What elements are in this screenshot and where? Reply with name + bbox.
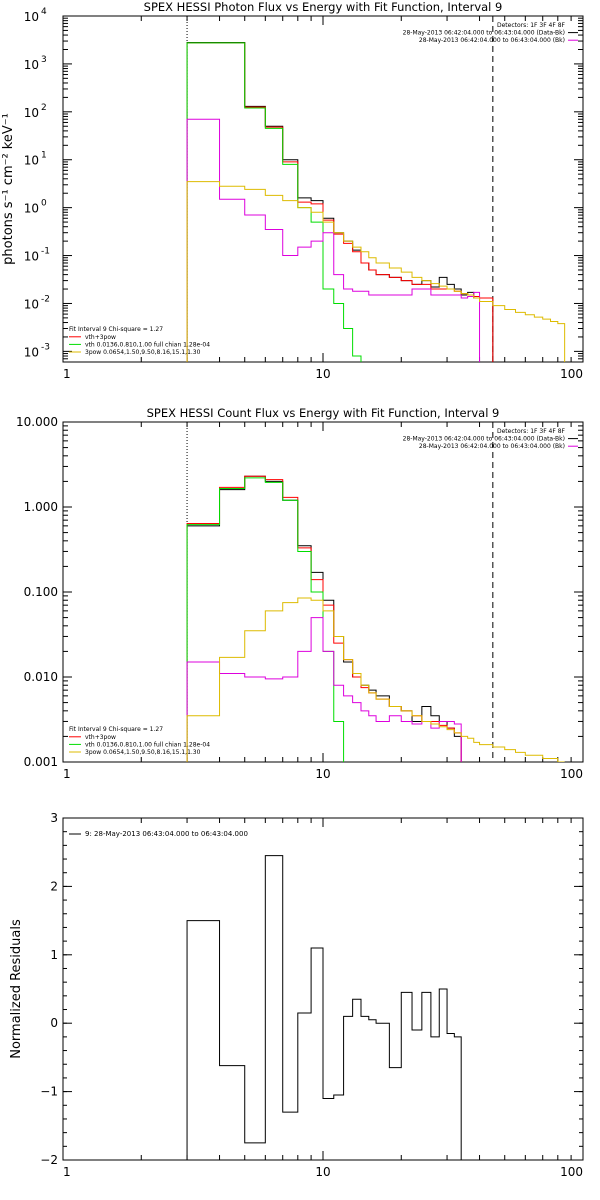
y-tick-label: 10 <box>24 345 39 359</box>
y-tick-label: −1 <box>40 1085 58 1099</box>
chart-resid: 1 10 100 −2 −1 0 1 2 3 Normalized Residuals 9: 28-… <box>9 811 584 1179</box>
x-tick-label: 10 <box>315 767 330 781</box>
legend-label: vth 0.0136,0.810,1.00 full chian 1.28e-0… <box>85 341 210 348</box>
series-total <box>186 475 462 762</box>
x-tick-label: 1 <box>63 367 71 381</box>
series-group <box>186 855 462 1160</box>
series-bk <box>186 617 462 762</box>
y-tick-label: 10 <box>24 106 39 120</box>
legend-label: vth+3pow <box>85 734 116 741</box>
y-tick-label: 0.100 <box>24 585 58 599</box>
x-tick-label: 1 <box>63 1165 71 1179</box>
legend-label: Fit Interval 9 Chi-square = 1.27 <box>69 726 163 733</box>
y-tick-label: 1.000 <box>24 500 58 514</box>
y-tick-exponent: -1 <box>41 247 50 257</box>
legend-label: 3pow 0.0654,1.50,9.50,8.16,15.1,1.30 <box>85 349 201 356</box>
legend-label: vth 0.0136,0.810,1.00 full chian 1.28e-0… <box>85 741 210 748</box>
series-total <box>186 42 494 362</box>
y-tick-exponent: -2 <box>41 294 50 304</box>
series-group <box>186 41 566 362</box>
y-tick-label: 1 <box>50 948 58 962</box>
y-tick-label: 10 <box>24 154 39 168</box>
legend-label: Fit Interval 9 Chi-square = 1.27 <box>69 326 163 333</box>
legend-label: 28-May-2013 06:42:04.000 to 06:43:04.000… <box>403 30 565 37</box>
y-axis-label: photons s⁻¹ cm⁻² keV⁻¹ <box>1 113 16 265</box>
y-tick-label: −2 <box>40 1153 58 1167</box>
series-nonthermal <box>186 597 565 762</box>
y-tick-label: 0 <box>50 1016 58 1030</box>
x-tick-label: 100 <box>560 1165 583 1179</box>
plot-frame <box>62 15 584 363</box>
y-tick-exponent: -3 <box>41 342 50 352</box>
series-residual <box>186 855 462 1160</box>
series-nonthermal <box>186 181 566 362</box>
legend-label: 28-May-2013 06:42:04.000 to 06:43:04.000… <box>419 443 565 450</box>
series-data <box>186 41 494 362</box>
x-tick-label: 10 <box>315 1165 330 1179</box>
chart-count: SPEX HESSI Count Flux vs Energy with Fit… <box>16 406 584 781</box>
legend-label: 9: 28-May-2013 06:43:04.000 to 06:43:04.… <box>85 830 248 838</box>
series-bk <box>186 118 481 362</box>
y-tick-label: 10 <box>24 250 39 264</box>
y-tick-exponent: 2 <box>41 103 47 113</box>
legend-label: 28-May-2013 06:42:04.000 to 06:43:04.000… <box>403 436 565 443</box>
chart-photon: SPEX HESSI Photon Flux vs Energy with Fi… <box>1 0 584 381</box>
series-thermal <box>186 477 354 762</box>
y-tick-exponent: 4 <box>41 7 47 17</box>
y-tick-exponent: 3 <box>41 55 47 65</box>
series-group <box>186 475 565 762</box>
y-tick-exponent: 1 <box>41 151 47 161</box>
y-tick-label: 0.001 <box>24 755 58 769</box>
y-tick-label: 10 <box>24 58 39 72</box>
legend-label: Detectors: 1F 3F 4F 8F <box>497 22 566 29</box>
legend-label: 3pow 0.0654,1.50,9.50,8.16,15.1,1.30 <box>85 749 201 756</box>
y-axis-label: Normalized Residuals <box>9 919 24 1059</box>
x-tick-label: 100 <box>560 767 583 781</box>
x-tick-label: 100 <box>560 367 583 381</box>
y-tick-label: 10 <box>24 297 39 311</box>
x-tick-label: 1 <box>63 767 71 781</box>
legend-label: 28-May-2013 06:42:04.000 to 06:43:04.000… <box>419 37 565 44</box>
y-tick-label: 10 <box>24 10 39 24</box>
series-thermal <box>186 42 362 362</box>
legend-label: Detectors: 1F 3F 4F 8F <box>497 428 566 435</box>
y-tick-label: 2 <box>50 879 58 893</box>
chart-title: SPEX HESSI Count Flux vs Energy with Fit… <box>147 406 500 420</box>
chart-title: SPEX HESSI Photon Flux vs Energy with Fi… <box>144 0 503 14</box>
y-tick-label: 10.000 <box>16 415 58 429</box>
y-tick-label: 3 <box>50 811 58 825</box>
y-tick-exponent: 0 <box>41 199 47 209</box>
legend-label: vth+3pow <box>85 334 116 341</box>
x-tick-label: 10 <box>315 367 330 381</box>
series-data <box>186 475 462 762</box>
y-tick-label: 0.010 <box>24 670 58 684</box>
y-tick-label: 10 <box>24 202 39 216</box>
